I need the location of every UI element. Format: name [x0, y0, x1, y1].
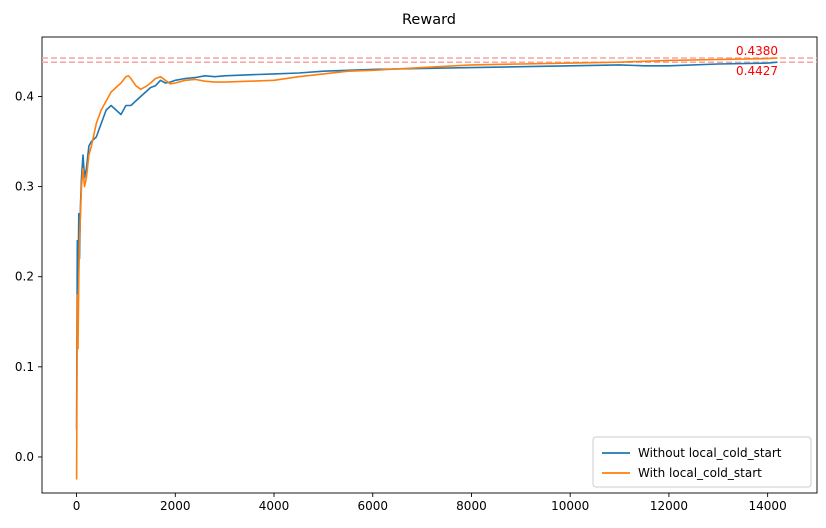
reference-lines [42, 57, 817, 63]
reference-label-upper: 0.4380 [736, 44, 778, 58]
x-tick-label: 10000 [551, 499, 589, 513]
y-tick-label: 0.2 [15, 270, 34, 284]
y-tick-label: 0.1 [15, 360, 34, 374]
x-tick-label: 6000 [357, 499, 388, 513]
legend-box [592, 436, 812, 488]
x-axis: 0 2000 4000 6000 8000 10000 12000 14000 [73, 493, 787, 513]
x-tick-label: 2000 [160, 499, 191, 513]
legend-label-series-2: With local_cold_start [638, 466, 762, 480]
x-tick-label: 4000 [259, 499, 290, 513]
y-tick-label: 0.0 [15, 450, 34, 464]
chart-title: Reward [402, 12, 456, 28]
x-tick-label: 8000 [456, 499, 487, 513]
series-line-1 [75, 61, 778, 430]
x-tick-label: 0 [73, 499, 81, 513]
series-lines [75, 57, 778, 480]
x-tick-label: 12000 [650, 499, 688, 513]
reference-label-lower: 0.4427 [736, 64, 778, 78]
legend-label-series-1: Without local_cold_start [638, 446, 782, 460]
y-tick-label: 0.4 [15, 89, 34, 103]
plot-area-frame [41, 36, 818, 494]
x-tick-label: 14000 [749, 499, 787, 513]
y-tick-label: 0.3 [15, 180, 34, 194]
reference-labels: 0.4380 0.4427 [736, 44, 778, 78]
y-axis: 0.0 0.1 0.2 0.3 0.4 [15, 89, 42, 464]
series-line-2 [75, 57, 778, 480]
legend: Without local_cold_start With local_cold… [592, 436, 812, 488]
